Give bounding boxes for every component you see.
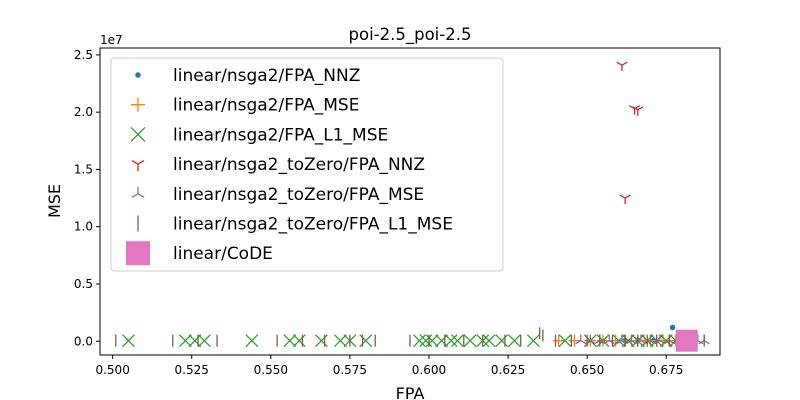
legend: linear/nsga2/FPA_NNZ linear/nsga2/FPA_MSE… bbox=[110, 57, 504, 272]
legend-marker bbox=[131, 97, 145, 112]
data-point bbox=[568, 334, 581, 347]
data-point bbox=[314, 334, 328, 348]
legend-box bbox=[110, 57, 504, 272]
x-tick-label: 0.525 bbox=[175, 363, 209, 377]
legend-label: linear/nsga2_toZero/FPA_L1_MSE bbox=[173, 215, 453, 235]
legend-item: linear/nsga2/FPA_NNZ bbox=[135, 66, 360, 86]
data-point bbox=[616, 61, 628, 72]
data-point bbox=[619, 194, 631, 205]
legend-marker bbox=[131, 186, 145, 198]
x-axis-title: FPA bbox=[396, 384, 425, 400]
legend-item: linear/nsga2_toZero/FPA_L1_MSE bbox=[137, 215, 453, 235]
data-point bbox=[444, 334, 458, 348]
data-point bbox=[612, 334, 626, 348]
data-point bbox=[632, 106, 644, 116]
series-3 bbox=[616, 61, 644, 205]
legend-item: linear/nsga2/FPA_L1_MSE bbox=[130, 125, 388, 145]
legend-label: linear/nsga2_toZero/FPA_MSE bbox=[173, 185, 424, 205]
x-tick-label: 0.500 bbox=[95, 363, 129, 377]
data-point bbox=[482, 334, 496, 348]
y-tick-label: 0.0 bbox=[74, 334, 93, 348]
legend-marker bbox=[126, 241, 150, 266]
legend-marker bbox=[135, 72, 141, 78]
data-point bbox=[669, 324, 676, 331]
y-tick-label: 2.5 bbox=[74, 48, 93, 62]
legend-label: linear/nsga2/FPA_MSE bbox=[173, 96, 359, 116]
data-point bbox=[333, 334, 347, 348]
legend-item: linear/nsga2_toZero/FPA_NNZ bbox=[131, 155, 425, 175]
y-tick-label: 1.0 bbox=[74, 220, 93, 234]
x-tick-label: 0.550 bbox=[254, 363, 288, 377]
data-point bbox=[283, 334, 297, 348]
series-5 bbox=[115, 327, 705, 347]
data-point bbox=[292, 334, 306, 348]
data-point bbox=[558, 334, 572, 348]
legend-label: linear/nsga2/FPA_L1_MSE bbox=[173, 125, 388, 145]
data-point bbox=[463, 334, 477, 348]
x-tick-label: 0.675 bbox=[649, 363, 683, 377]
legend-marker bbox=[131, 160, 145, 172]
data-point bbox=[596, 334, 610, 348]
data-point bbox=[122, 334, 135, 348]
data-point bbox=[659, 334, 673, 348]
series-2 bbox=[122, 334, 683, 348]
data-point bbox=[178, 334, 192, 348]
data-point bbox=[495, 334, 509, 348]
data-point bbox=[526, 334, 540, 348]
y-offset-label: 1e7 bbox=[100, 33, 123, 47]
data-point bbox=[507, 334, 521, 348]
y-tick-label: 0.5 bbox=[74, 277, 93, 291]
plot-frame bbox=[99, 47, 721, 356]
data-point bbox=[419, 334, 433, 348]
chart-title: poi-2.5_poi-2.5 bbox=[349, 25, 472, 45]
x-tick-label: 0.650 bbox=[570, 363, 604, 377]
data-point bbox=[450, 334, 464, 348]
legend-label: linear/CoDE bbox=[173, 244, 273, 264]
data-point bbox=[413, 334, 426, 348]
x-tick-label: 0.575 bbox=[333, 363, 367, 377]
data-point bbox=[552, 334, 565, 347]
data-point bbox=[197, 334, 211, 348]
y-axis-title: MSE bbox=[45, 184, 64, 218]
data-point bbox=[621, 334, 635, 348]
plot-area bbox=[115, 61, 710, 352]
data-point bbox=[675, 329, 698, 352]
data-point bbox=[359, 334, 373, 348]
data-point bbox=[188, 334, 202, 348]
data-point bbox=[245, 334, 259, 348]
legend-item: linear/nsga2/FPA_MSE bbox=[131, 96, 359, 116]
legend-label: linear/nsga2/FPA_NNZ bbox=[173, 66, 360, 86]
data-point bbox=[425, 334, 439, 348]
legend-label: linear/nsga2_toZero/FPA_NNZ bbox=[173, 155, 425, 175]
x-axis: 0.500 0.525 0.550 0.575 0.600 0.625 0.650 0.675 bbox=[95, 355, 683, 377]
legend-marker bbox=[130, 126, 146, 142]
data-point bbox=[435, 334, 449, 348]
data-point bbox=[575, 334, 587, 345]
x-tick-label: 0.625 bbox=[491, 363, 525, 377]
y-axis: 0.0 0.5 1.0 1.5 2.0 2.5 bbox=[74, 48, 100, 348]
series-6 bbox=[675, 329, 698, 352]
y-tick-label: 1.5 bbox=[74, 162, 93, 176]
legend-item: linear/nsga2_toZero/FPA_MSE bbox=[131, 185, 424, 205]
x-tick-label: 0.600 bbox=[412, 363, 446, 377]
legend-item: linear/CoDE bbox=[126, 241, 273, 266]
y-tick-label: 2.0 bbox=[74, 105, 93, 119]
